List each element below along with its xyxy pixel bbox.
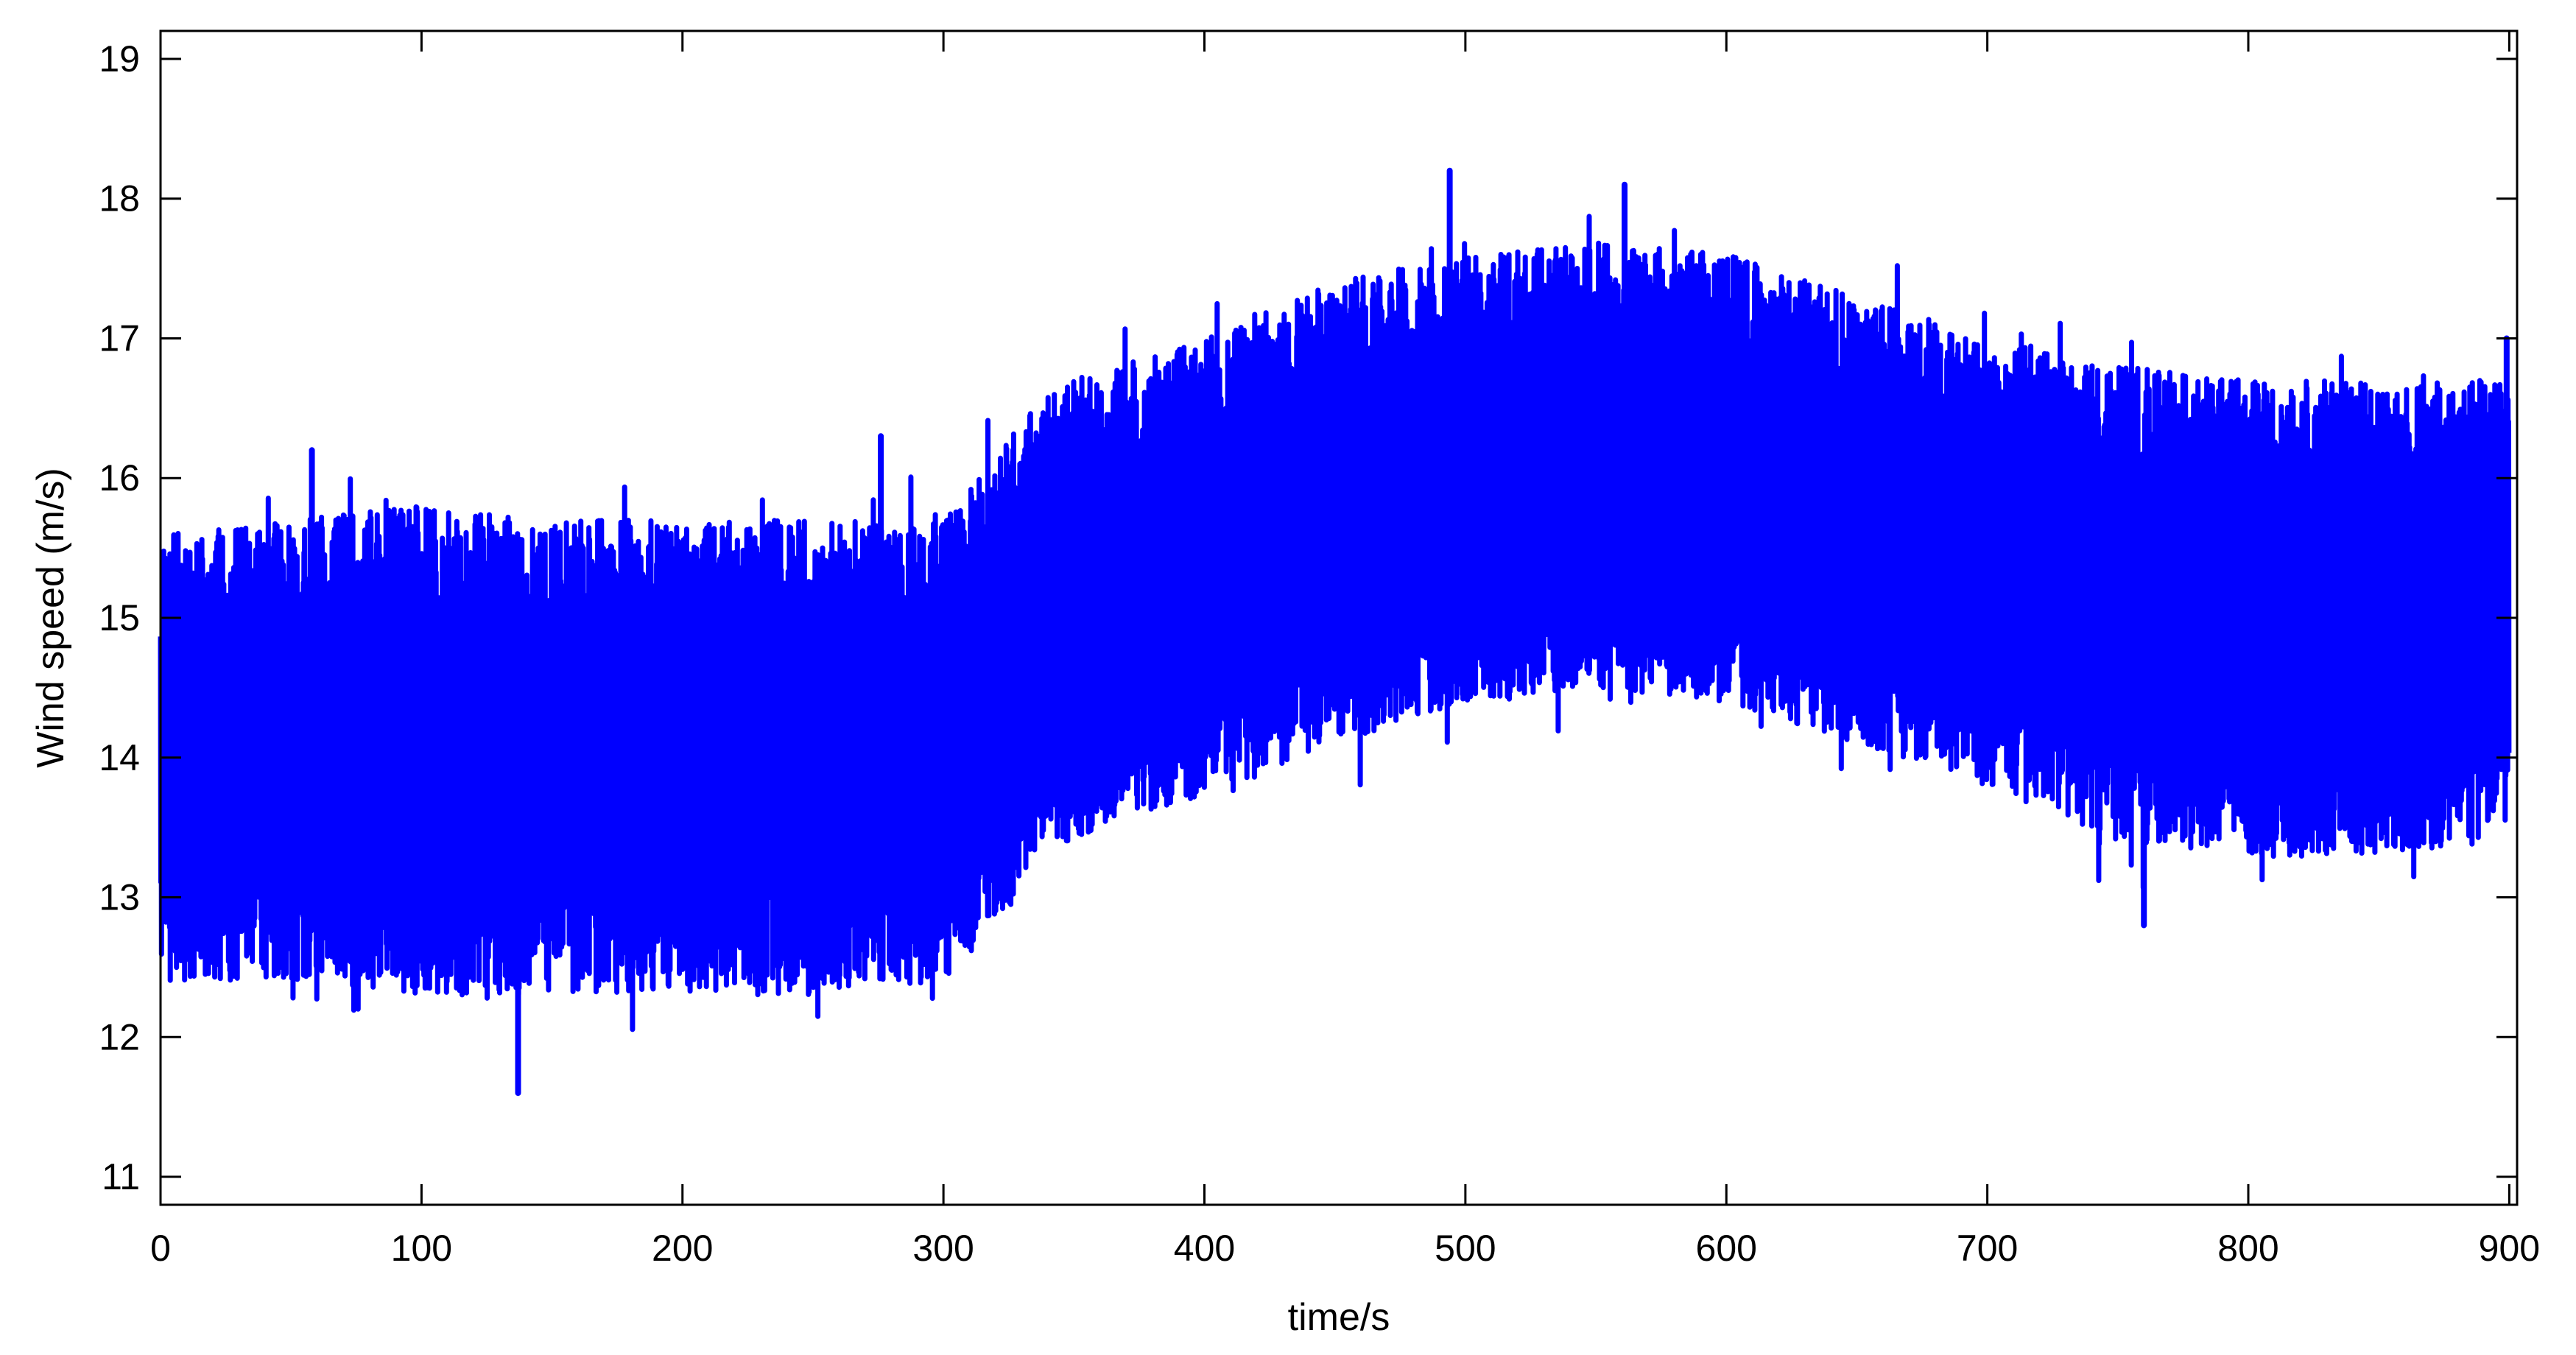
x-tick-label: 0 — [150, 1228, 171, 1269]
x-tick-label: 900 — [2479, 1228, 2540, 1269]
y-tick-label: 14 — [99, 737, 140, 778]
series-layer — [158, 167, 2512, 1097]
y-tick-label: 19 — [99, 38, 140, 80]
x-tick-label: 200 — [652, 1228, 713, 1269]
y-tick-label: 11 — [102, 1156, 140, 1197]
y-axis-label: Wind speed (m/s) — [29, 468, 72, 767]
y-tick-label: 15 — [99, 597, 140, 638]
x-tick-label: 700 — [1957, 1228, 2018, 1269]
x-tick-label: 300 — [912, 1228, 974, 1269]
y-tick-label: 12 — [99, 1016, 140, 1057]
x-tick-label: 600 — [1696, 1228, 1757, 1269]
x-axis-label: time/s — [1288, 1296, 1390, 1339]
ticks-layer: 0 100 200 300 400 500 600 700 800 900 11 12 13 14 15 16… — [99, 31, 2540, 1269]
x-tick-label: 400 — [1174, 1228, 1235, 1269]
x-tick-label: 100 — [391, 1228, 452, 1269]
y-tick-label: 13 — [99, 877, 140, 918]
x-tick-label: 800 — [2217, 1228, 2278, 1269]
wind-speed-series-line — [158, 214, 2512, 1032]
y-tick-label: 16 — [99, 457, 140, 499]
y-tick-label: 17 — [99, 317, 140, 359]
y-tick-label: 18 — [99, 178, 140, 219]
x-tick-label: 500 — [1435, 1228, 1496, 1269]
